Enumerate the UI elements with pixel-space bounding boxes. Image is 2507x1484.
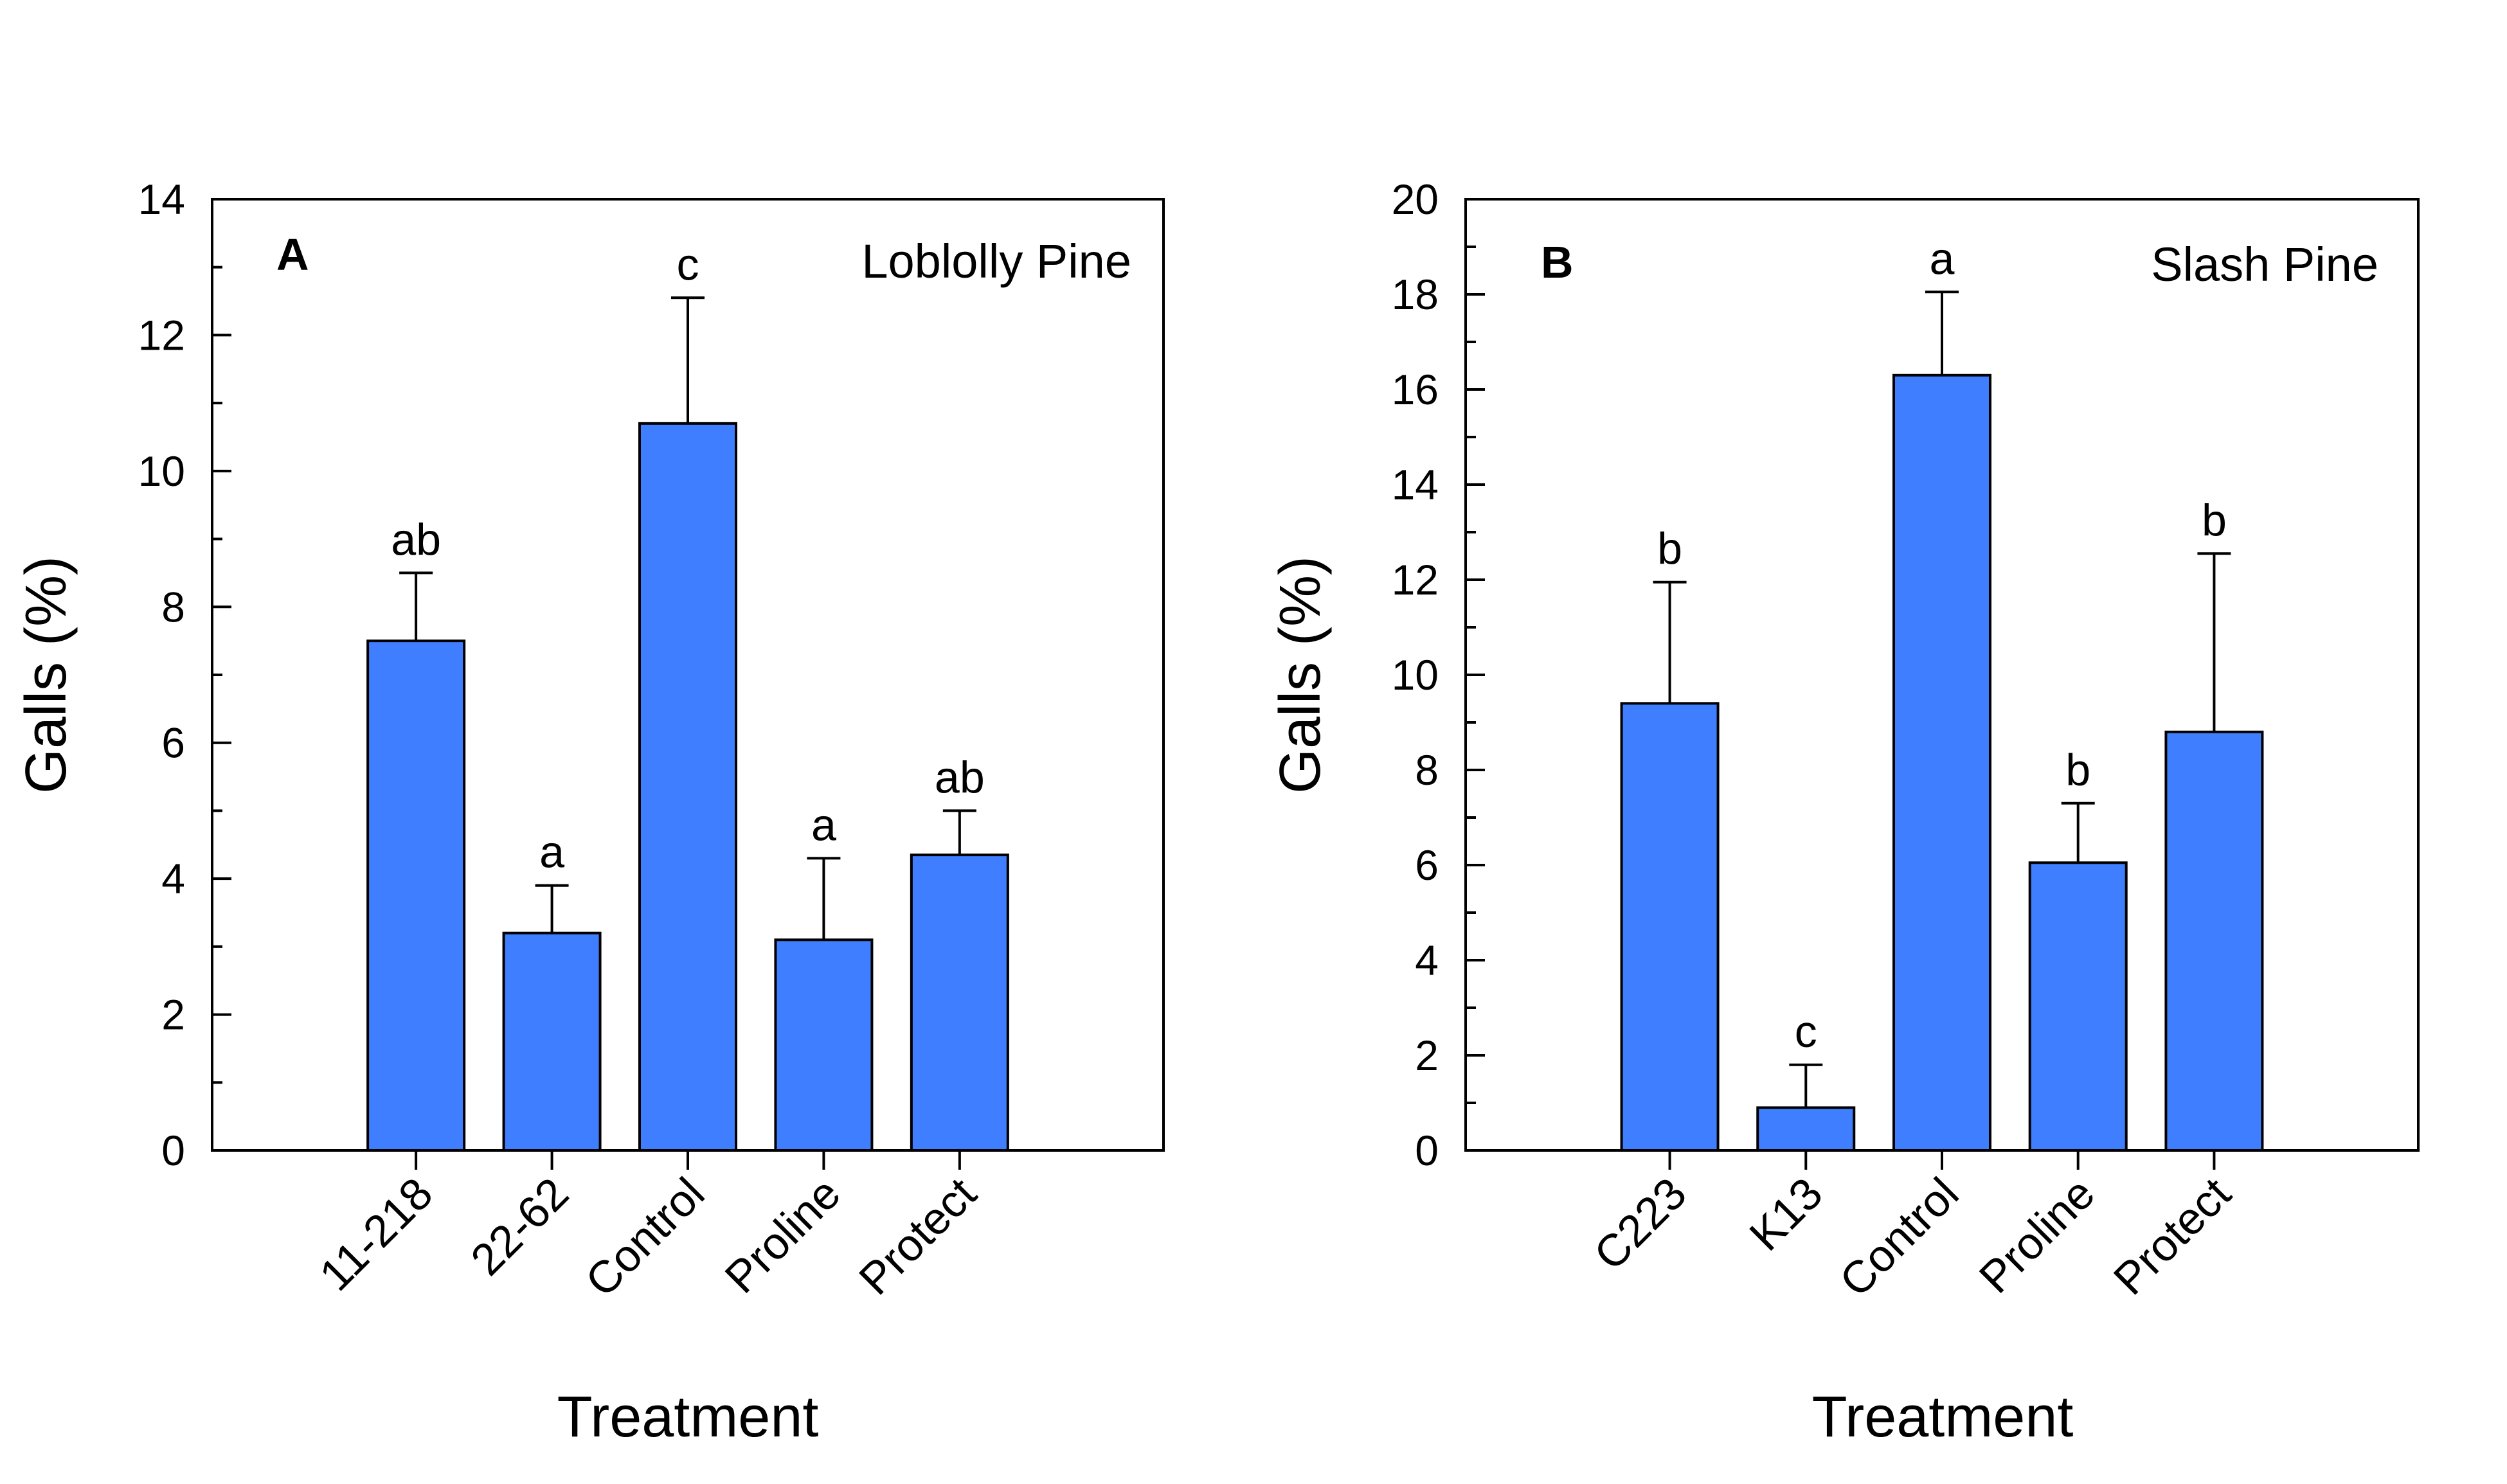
y-tick-label: 18: [1392, 271, 1439, 318]
x-axis-title: Treatment: [557, 1385, 819, 1449]
significance-letter: b: [1657, 524, 1682, 574]
bar: [502, 931, 602, 1152]
bar: [910, 854, 1009, 1152]
y-tick-label: 4: [161, 855, 185, 902]
x-tick-label: 22-62: [461, 1168, 578, 1285]
panel-label: B: [1541, 237, 1574, 287]
y-tick-label: 0: [1415, 1127, 1439, 1174]
y-tick-label: 6: [1415, 841, 1439, 889]
x-axis-title: Treatment: [1812, 1385, 2074, 1449]
x-tick-label: Proline: [715, 1168, 850, 1302]
chart-title: Loblolly Pine: [861, 235, 1131, 288]
significance-letter: ab: [391, 514, 441, 564]
significance-letter: a: [811, 800, 836, 850]
bar: [1892, 373, 1991, 1152]
panel-label: A: [276, 229, 309, 280]
x-tick-label: C223: [1585, 1168, 1696, 1279]
significance-letter: a: [1930, 233, 1955, 283]
y-tick-label: 6: [161, 719, 185, 767]
y-tick-label: 2: [1415, 1032, 1439, 1079]
bar: [1756, 1106, 1856, 1152]
bar: [638, 422, 737, 1152]
significance-letter: b: [2065, 745, 2090, 795]
y-tick-label: 12: [1392, 556, 1439, 603]
significance-letter: c: [677, 239, 699, 289]
y-tick-label: 10: [138, 447, 185, 495]
x-tick-label: Proline: [1970, 1168, 2104, 1302]
bar: [1620, 702, 1720, 1152]
y-tick-label: 4: [1415, 936, 1439, 984]
x-tick-label: K13: [1740, 1168, 1832, 1260]
significance-letter: b: [2202, 495, 2227, 545]
significance-letter: ab: [935, 752, 985, 802]
x-tick-label: Control: [576, 1168, 714, 1306]
x-tick-label: Protect: [849, 1168, 985, 1304]
y-tick-label: 2: [161, 991, 185, 1039]
y-tick-label: 16: [1392, 366, 1439, 413]
y-tick-label: 12: [138, 311, 185, 359]
y-tick-label: 8: [1415, 746, 1439, 794]
bar: [2164, 730, 2264, 1152]
bar: [774, 938, 874, 1152]
y-tick-label: 20: [1392, 175, 1439, 223]
y-axis-title: Galls (%): [1268, 556, 1333, 794]
y-tick-label: 14: [138, 175, 185, 223]
y-tick-label: 0: [161, 1127, 185, 1174]
y-axis-title: Galls (%): [14, 556, 78, 794]
y-tick-label: 8: [161, 583, 185, 630]
bar: [2028, 861, 2128, 1152]
x-tick-label: Control: [1830, 1168, 1968, 1306]
x-tick-label: 11-218: [310, 1168, 442, 1300]
y-tick-label: 10: [1392, 651, 1439, 699]
bar: [366, 639, 466, 1152]
significance-letter: c: [1795, 1006, 1817, 1057]
x-tick-label: Protect: [2104, 1168, 2240, 1304]
significance-letter: a: [539, 827, 564, 877]
y-tick-label: 14: [1392, 461, 1439, 508]
chart-title: Slash Pine: [2151, 238, 2378, 291]
